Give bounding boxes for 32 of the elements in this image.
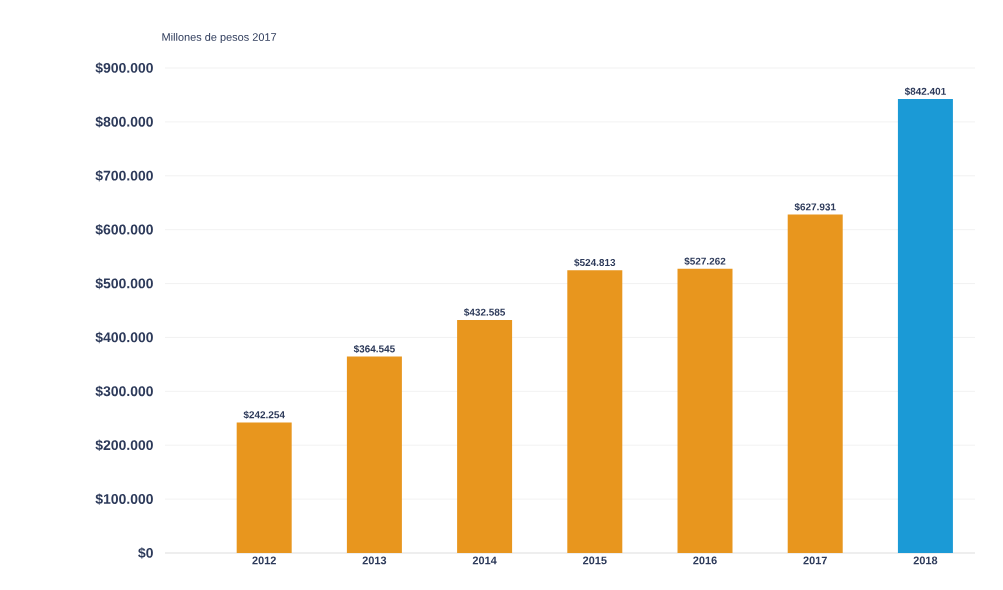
data-label: $524.813	[574, 258, 616, 267]
data-label: $842.401	[904, 87, 946, 96]
y-tick-label: $100.000	[95, 493, 153, 505]
y-tick-label: $200.000	[95, 439, 153, 451]
y-tick-label: $800.000	[95, 116, 153, 128]
bar	[457, 319, 513, 553]
bar	[567, 270, 623, 553]
y-tick-label: $400.000	[95, 331, 153, 344]
y-tick-label: $900.000	[95, 62, 153, 74]
y-tick-label: $300.000	[95, 385, 153, 398]
x-tick-label: 2017	[803, 556, 827, 565]
bar	[346, 356, 402, 553]
x-tick-label: 2015	[582, 556, 607, 565]
data-label: $432.585	[463, 308, 506, 317]
bar	[787, 214, 843, 553]
x-tick-label: 2014	[472, 556, 497, 565]
bar	[236, 422, 292, 553]
x-tick-label: 2016	[693, 556, 717, 565]
x-tick-label: 2018	[913, 556, 938, 565]
bar	[897, 99, 953, 553]
y-tick-label: $0	[138, 547, 153, 559]
data-label: $627.931	[794, 202, 836, 212]
data-label: $242.254	[243, 410, 285, 419]
x-tick-label: 2012	[252, 556, 276, 565]
y-tick-label: $700.000	[95, 170, 153, 182]
x-tick-label: 2013	[362, 556, 387, 565]
y-tick-label: $600.000	[95, 223, 153, 236]
data-label: $527.262	[684, 257, 726, 266]
bar	[677, 268, 733, 553]
y-axis-title: Millones de pesos 2017	[162, 32, 277, 44]
data-label: $364.545	[353, 344, 395, 354]
y-tick-label: $500.000	[95, 277, 153, 290]
